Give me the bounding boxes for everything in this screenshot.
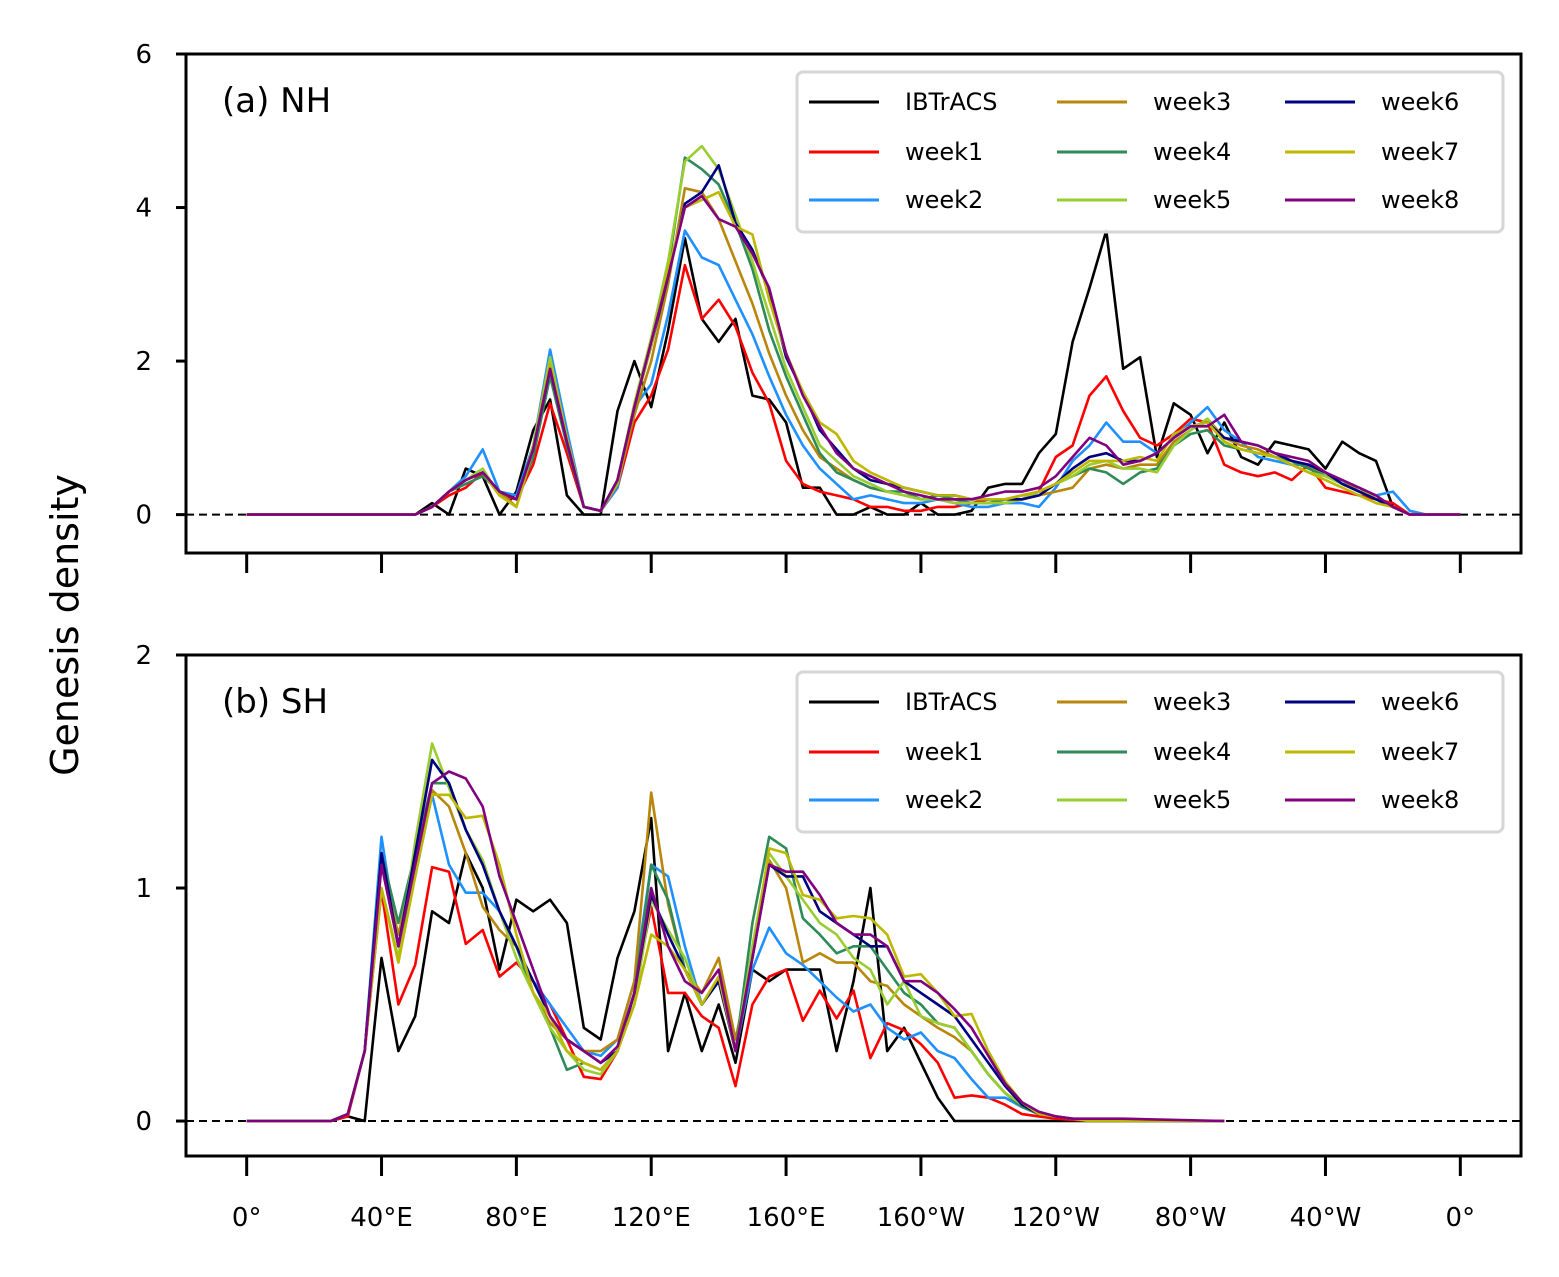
- series-line-week2: [246, 229, 1461, 516]
- x-tick-label: 40°E: [350, 1203, 413, 1233]
- legend-label: week8: [1381, 186, 1459, 214]
- x-tick-label: 160°E: [747, 1203, 826, 1233]
- panel-sh: 0 1 2 0° 40°E 80°E 120°E 160°E 160°W 120°W 80°W 40°…: [135, 641, 1523, 1233]
- x-tick-label: 40°W: [1290, 1203, 1362, 1233]
- legend-label: week5: [1153, 186, 1231, 214]
- series-line-week4: [246, 781, 1225, 1123]
- axes-frame: [184, 653, 1523, 1158]
- series-group: [246, 144, 1461, 516]
- legend-label: week3: [1153, 88, 1231, 116]
- series-line-week3: [246, 788, 1225, 1123]
- panel-nh: 0 2 4 6 (a) NH IBTrACS week1 week2 week3 week4 wee…: [135, 40, 1523, 573]
- legend-label: week1: [905, 738, 983, 766]
- y-tick-label: 0: [135, 1107, 152, 1137]
- panel-label: (a) NH: [222, 81, 331, 121]
- y-tick-label: 0: [135, 501, 152, 531]
- legend-label: week6: [1381, 88, 1459, 116]
- legend-label: week7: [1381, 738, 1459, 766]
- series-line-week7: [246, 793, 1225, 1123]
- y-tick-label: 2: [135, 641, 152, 671]
- y-axis-label: Genesis density: [43, 474, 87, 776]
- legend-label: week4: [1153, 138, 1231, 166]
- legend-label: week7: [1381, 138, 1459, 166]
- series-line-week1: [246, 263, 1461, 516]
- x-tick-label: 160°W: [877, 1203, 965, 1233]
- legend-label: week4: [1153, 738, 1231, 766]
- series-group: [246, 742, 1225, 1123]
- legend-label: week2: [905, 186, 983, 214]
- legend-label: week6: [1381, 688, 1459, 716]
- x-tick-label: 80°E: [485, 1203, 548, 1233]
- legend-label: IBTrACS: [905, 688, 998, 716]
- x-tick-label: 120°E: [612, 1203, 691, 1233]
- series-line-week3: [246, 187, 1461, 516]
- legend-label: week3: [1153, 688, 1231, 716]
- legend-label: week1: [905, 138, 983, 166]
- x-tick-label: 120°W: [1012, 1203, 1100, 1233]
- axes-frame: [184, 52, 1523, 555]
- series-line-ibtracs: [246, 816, 1225, 1123]
- series-line-ibtracs: [246, 229, 1461, 516]
- series-line-week8: [246, 770, 1225, 1123]
- x-tick-label: 80°W: [1155, 1203, 1227, 1233]
- series-line-week7: [246, 190, 1461, 516]
- x-tick-label: 0°: [232, 1203, 262, 1233]
- legend: IBTrACS week1 week2 week3 week4 week5 week6 wee…: [795, 670, 1505, 834]
- legend-label: IBTrACS: [905, 88, 998, 116]
- y-tick-label: 1: [135, 874, 152, 904]
- legend-label: week5: [1153, 786, 1231, 814]
- legend: IBTrACS week1 week2 week3 week4 week5 week6 wee…: [795, 70, 1505, 234]
- panel-label: (b) SH: [222, 682, 328, 722]
- series-line-week1: [246, 865, 1225, 1123]
- y-tick-label: 6: [135, 40, 152, 70]
- series-line-week2: [246, 793, 1225, 1123]
- y-tick-label: 2: [135, 347, 152, 377]
- y-tick-label: 4: [135, 194, 152, 224]
- x-tick-label: 0°: [1446, 1203, 1476, 1233]
- series-line-week8: [246, 194, 1461, 516]
- legend-label: week8: [1381, 786, 1459, 814]
- legend-label: week2: [905, 786, 983, 814]
